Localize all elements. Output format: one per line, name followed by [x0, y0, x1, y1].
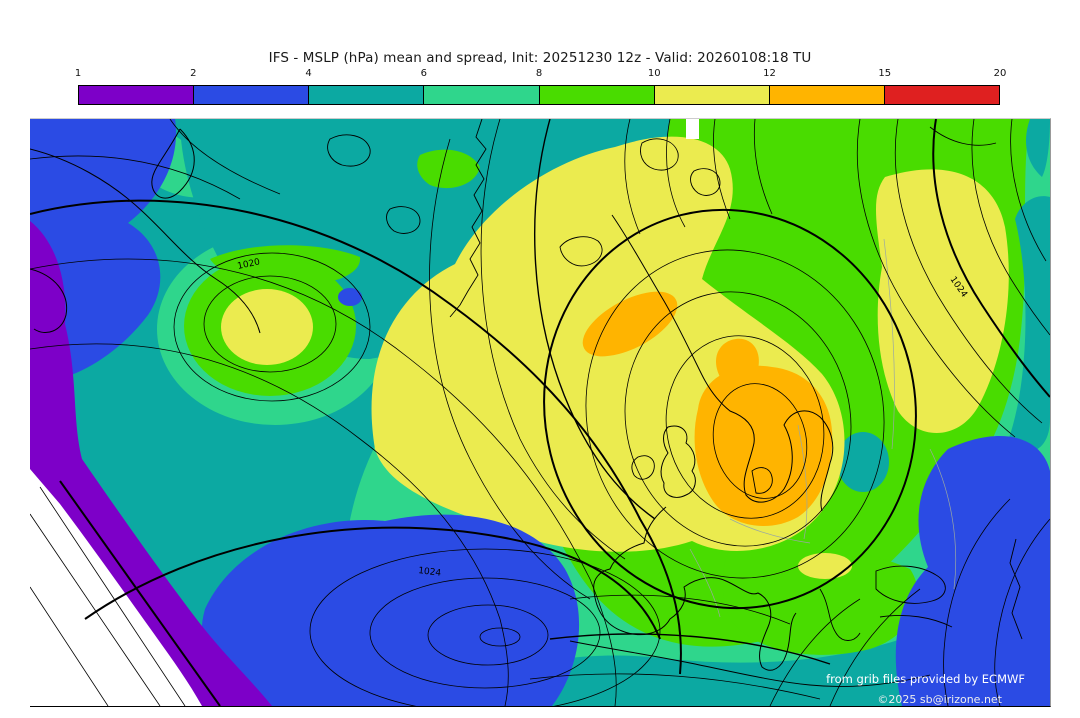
colorbar-tick-label: 4 [305, 68, 312, 79]
colorbar-tick-label: 15 [878, 68, 892, 79]
missing-data-notch [686, 119, 699, 139]
coastline-layer [30, 119, 1023, 687]
credit-copyright: ©2025 sb@irizone.net [877, 693, 1002, 706]
colorbar-tick-label: 12 [763, 68, 776, 79]
contour-label-1024: 1024 [418, 566, 442, 579]
mslp-spread-map: 1020 1024 1024 from grib files provided … [30, 118, 1051, 707]
colorbar-segment-6-8 [424, 86, 540, 104]
credit-layer: from grib files provided by ECMWF ©2025 … [826, 672, 1025, 706]
colorbar-tick-label: 10 [647, 68, 661, 79]
colorbar-segment-4-6 [309, 86, 425, 104]
colorbar-segment-8-10 [539, 86, 655, 104]
spread-fill-layer [30, 119, 1050, 706]
colorbar-segments [78, 85, 1000, 105]
colorbar-segment-12-15 [769, 86, 885, 104]
colorbar-segment-15-20 [884, 86, 999, 104]
isobar-contour-layer [30, 119, 1050, 706]
credit-source: from grib files provided by ECMWF [826, 672, 1025, 686]
colorbar-tick-label: 20 [993, 68, 1007, 79]
colorbar-segment-2-4 [194, 86, 310, 104]
page-title: IFS - MSLP (hPa) mean and spread, Init: … [268, 50, 812, 66]
contour-label-1020: 1020 [237, 257, 262, 272]
colorbar-tick-label: 6 [420, 68, 427, 79]
country-border-layer [689, 238, 957, 618]
colorbar-tick-label: 2 [190, 68, 197, 79]
colorbar-segment-1-2 [79, 86, 195, 104]
colorbar-tick-label: 8 [535, 68, 543, 79]
colorbar-ticks: 1 2 4 6 8 10 12 15 20 [74, 68, 1007, 81]
colorbar-tick-label: 1 [74, 68, 82, 79]
colorbar-segment-10-12 [654, 86, 770, 104]
map-canvas: 1020 1024 1024 from grib files provided … [30, 119, 1050, 706]
